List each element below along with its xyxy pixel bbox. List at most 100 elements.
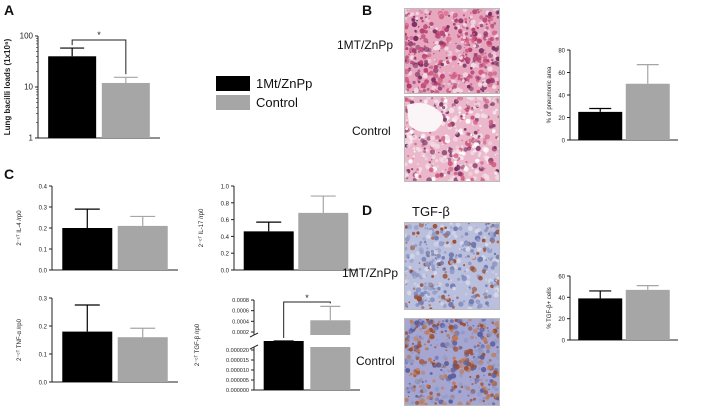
cell <box>405 36 409 40</box>
cell <box>406 267 410 270</box>
cell <box>427 340 431 344</box>
cell <box>408 328 414 334</box>
cell <box>410 372 413 376</box>
cell <box>464 9 467 11</box>
cell <box>431 155 436 159</box>
cell <box>448 324 454 330</box>
panel-letter-d: D <box>362 202 373 218</box>
cell <box>405 387 410 392</box>
cell <box>406 9 409 12</box>
cell <box>445 56 448 60</box>
cell <box>444 298 447 301</box>
cell <box>469 75 473 79</box>
cell <box>440 97 445 102</box>
y-tick-label: 80 <box>558 49 565 55</box>
cell <box>477 33 482 38</box>
cell <box>497 363 499 367</box>
y-tick-label: 60 <box>558 71 565 77</box>
cell <box>409 374 411 377</box>
cell <box>453 136 458 142</box>
cell <box>453 176 455 178</box>
cell <box>450 279 453 282</box>
cell <box>437 72 442 76</box>
cell <box>496 346 499 349</box>
row-label-b-control: Control <box>352 124 391 138</box>
cell <box>423 38 429 43</box>
ihc-micrograph-control <box>404 318 500 406</box>
cell <box>423 68 429 73</box>
cell <box>419 292 425 297</box>
cell <box>407 84 412 89</box>
cell <box>419 283 424 287</box>
cell <box>407 41 414 47</box>
cell <box>409 319 413 324</box>
cell <box>437 295 441 299</box>
cell <box>466 288 469 290</box>
cell <box>460 145 464 149</box>
cell <box>474 377 480 383</box>
cell <box>490 393 494 397</box>
y-tick-label: 0.0006 <box>232 309 249 315</box>
cell <box>448 337 451 339</box>
cell <box>486 91 489 93</box>
cell <box>455 48 459 53</box>
cell <box>417 340 422 345</box>
cell <box>405 340 410 345</box>
cell <box>424 380 427 383</box>
cell <box>421 381 424 384</box>
cell <box>483 103 489 109</box>
row-label-b-treatment: 1MT/ZnPp <box>337 38 394 52</box>
cell <box>441 143 444 146</box>
y-axis-label: 2⁻ᶜᵀ IL-17 /rp0 <box>198 208 205 247</box>
cell <box>451 55 457 61</box>
cell <box>479 324 484 328</box>
cell <box>487 284 489 287</box>
cell <box>472 163 478 169</box>
cell <box>445 349 448 352</box>
cell <box>426 55 429 58</box>
cell <box>405 274 407 277</box>
cell <box>474 169 479 174</box>
cell <box>470 352 474 356</box>
cell <box>440 368 443 372</box>
cell <box>446 297 450 300</box>
cell <box>413 385 416 389</box>
cell <box>434 100 440 106</box>
cell <box>465 161 468 164</box>
cell <box>412 80 416 85</box>
cell <box>462 178 465 181</box>
cell <box>455 99 459 102</box>
cell <box>444 394 449 399</box>
cell <box>487 294 492 299</box>
cell <box>480 88 483 91</box>
cell <box>491 30 497 36</box>
cell <box>483 250 486 253</box>
cell <box>460 321 462 323</box>
cell <box>488 19 491 22</box>
cell <box>417 348 421 353</box>
cell <box>443 290 447 294</box>
cell <box>471 137 475 141</box>
cell <box>414 29 417 32</box>
cell <box>414 90 419 93</box>
cell <box>418 48 422 52</box>
cell <box>435 139 437 141</box>
y-tick-label: 0.3 <box>39 206 48 212</box>
cell <box>467 394 470 397</box>
cell <box>458 363 464 369</box>
cell <box>423 150 426 153</box>
cell <box>485 226 489 230</box>
cell <box>477 367 481 370</box>
cell <box>453 153 459 159</box>
cell <box>428 12 431 16</box>
cell <box>492 124 496 128</box>
cell <box>495 278 497 280</box>
cell <box>457 106 463 112</box>
cell <box>410 12 415 17</box>
cell <box>425 250 431 256</box>
cell <box>490 341 496 347</box>
cell <box>496 137 499 141</box>
cell <box>478 135 481 138</box>
cell <box>413 369 417 373</box>
cell <box>489 379 494 383</box>
